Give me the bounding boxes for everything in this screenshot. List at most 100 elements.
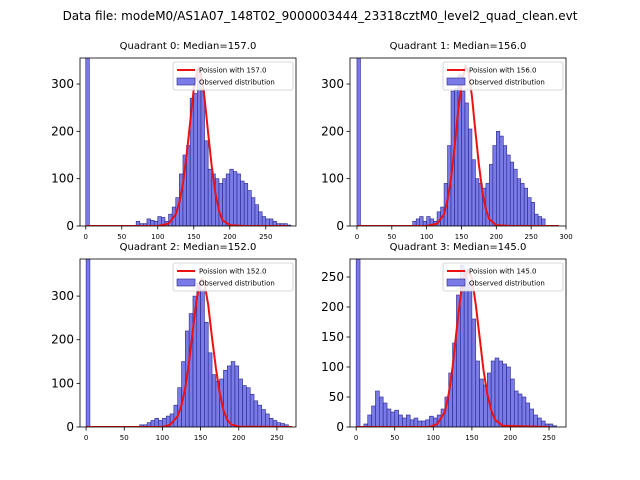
histogram-bar — [204, 140, 209, 226]
histogram-bar — [492, 145, 497, 226]
subplot-quadrant-0: Quadrant 0: Median=157.0 0 50 100 150 200 250 0… — [51, 41, 297, 241]
histogram-bar — [509, 161, 515, 226]
subplot-quadrant-3: Quadrant 3: Median=145.0 0 50 100 150 200 250 0… — [321, 242, 567, 442]
histogram-bar — [537, 417, 542, 427]
legend: Poission with 145.0 Observed distribution — [442, 262, 564, 292]
axes-frame — [349, 258, 567, 428]
histogram-bar — [402, 417, 407, 427]
histogram-bar — [242, 385, 247, 427]
x-tick-label: 200 — [504, 434, 517, 442]
histogram-bar — [529, 408, 534, 427]
legend-bar-swatch — [446, 77, 466, 86]
x-tick-label: 50 — [390, 434, 399, 442]
histogram-bar — [253, 400, 259, 427]
x-tick-label: 50 — [117, 233, 126, 241]
axes-frame — [79, 258, 297, 428]
x-tick-label: 150 — [465, 434, 478, 442]
x-tick-label: 250 — [524, 233, 537, 241]
histogram-bar — [394, 409, 399, 427]
histogram-bar — [514, 390, 519, 427]
histogram-bar — [146, 218, 151, 226]
x-tick-label: 150 — [194, 434, 207, 442]
histogram-bar — [268, 417, 274, 427]
legend-box — [442, 61, 564, 91]
legend-line-label: Poission with 157.0 — [199, 67, 267, 75]
subplot-grid: Quadrant 0: Median=157.0 0 50 100 150 200 250 0… — [51, 41, 573, 442]
histogram-bar — [530, 202, 535, 226]
histogram-bar — [527, 197, 532, 226]
subplot-title: Quadrant 0: Median=157.0 — [120, 41, 257, 52]
x-tick-label: 150 — [455, 233, 468, 241]
histogram-bar — [236, 173, 241, 226]
histogram-bar — [85, 259, 91, 427]
histogram-bar — [356, 58, 361, 226]
histogram-bar — [230, 361, 236, 427]
figure-title: Data file: modeM0/AS1A07_148T02_90000034… — [63, 9, 578, 23]
x-tick-label: 0 — [84, 434, 88, 442]
histogram-bar — [506, 154, 511, 226]
histogram-bar — [425, 419, 430, 427]
y-tick-label: 0 — [66, 420, 74, 434]
histogram-bar — [261, 216, 267, 226]
histogram-bar — [520, 183, 525, 226]
legend-bar-swatch — [176, 278, 196, 287]
y-tick-label: 200 — [321, 124, 344, 138]
histogram-bar — [489, 164, 494, 226]
legend-box — [172, 262, 294, 292]
legend-bar-label: Observed distribution — [199, 79, 275, 87]
histogram-bar — [196, 282, 201, 427]
x-tick-label: 0 — [84, 233, 88, 241]
histogram-bar — [464, 102, 469, 226]
histogram-bar — [506, 366, 511, 427]
legend-bar-label: Observed distribution — [199, 280, 275, 288]
y-tick-label: 300 — [51, 77, 74, 91]
y-tick-label: 150 — [321, 330, 344, 344]
histogram-bar — [243, 183, 249, 226]
y-tick-label: 0 — [66, 219, 74, 233]
histogram-bar — [521, 396, 527, 427]
histogram-bar — [541, 218, 546, 226]
x-tick-label: 200 — [490, 233, 503, 241]
y-tick-label: 50 — [329, 390, 344, 404]
histogram-bar — [516, 178, 522, 226]
histogram-bar — [499, 135, 504, 226]
legend-line-label: Poission with 145.0 — [469, 268, 537, 276]
histogram-bar — [211, 374, 217, 427]
x-tick-label: 0 — [355, 233, 359, 241]
subplot-title: Quadrant 3: Median=145.0 — [390, 242, 527, 253]
histogram-bar — [200, 88, 205, 226]
subplot-title: Quadrant 2: Median=152.0 — [120, 242, 257, 253]
x-tick-label: 50 — [387, 233, 396, 241]
subplot-quadrant-1: Quadrant 1: Median=156.0 0 50 100 150 200 250 3… — [321, 41, 573, 241]
y-tick-label: 300 — [321, 77, 344, 91]
histogram-bar — [193, 93, 198, 226]
legend-bar-swatch — [446, 278, 466, 287]
x-tick-label: 250 — [542, 434, 555, 442]
histogram-bar — [154, 417, 159, 427]
legend-bar-label: Observed distribution — [469, 79, 545, 87]
legend-line-label: Poission with 152.0 — [199, 268, 267, 276]
histogram-bar — [475, 360, 480, 427]
histogram-bar — [537, 216, 542, 226]
histogram-bar — [238, 378, 243, 427]
legend: Poission with 157.0 Observed distribution — [172, 61, 294, 91]
histogram-bar — [204, 321, 209, 427]
x-tick-label: 250 — [259, 233, 272, 241]
histogram-bar — [468, 128, 473, 226]
histogram-bar — [234, 365, 240, 427]
y-tick-label: 100 — [51, 376, 74, 390]
x-tick-label: 100 — [427, 434, 440, 442]
y-tick-label: 250 — [321, 270, 344, 284]
x-tick-label: 300 — [559, 233, 572, 241]
histogram-bar — [548, 423, 554, 427]
histogram-bar — [463, 270, 469, 427]
histogram-bar — [415, 218, 420, 226]
histogram-bar — [200, 289, 205, 427]
x-tick-label: 100 — [420, 233, 433, 241]
x-tick-label: 100 — [156, 434, 169, 442]
histogram-bar — [240, 180, 245, 226]
x-tick-label: 250 — [270, 434, 283, 442]
histogram-bar — [246, 387, 251, 427]
histogram-bar — [517, 393, 523, 427]
